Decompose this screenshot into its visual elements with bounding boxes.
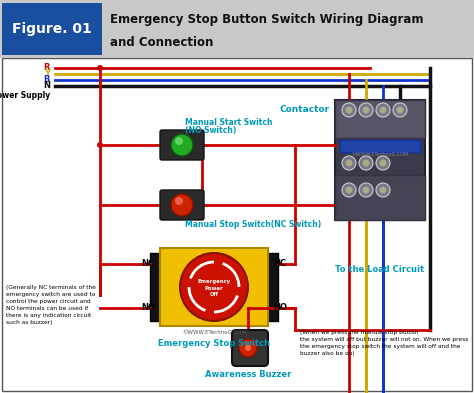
Circle shape xyxy=(376,156,390,170)
Circle shape xyxy=(175,137,183,145)
Circle shape xyxy=(363,187,370,193)
Text: ©WWW.ETechnoG.COM: ©WWW.ETechnoG.COM xyxy=(351,152,409,158)
Circle shape xyxy=(342,183,356,197)
Text: NO: NO xyxy=(141,303,155,312)
Bar xyxy=(335,100,425,220)
Circle shape xyxy=(346,187,353,193)
Circle shape xyxy=(171,134,193,156)
Bar xyxy=(340,140,420,152)
Circle shape xyxy=(393,103,407,117)
Text: Figure. 01: Figure. 01 xyxy=(12,22,92,36)
Circle shape xyxy=(376,103,390,117)
Circle shape xyxy=(380,160,386,167)
Text: Off: Off xyxy=(210,292,219,296)
Text: N: N xyxy=(43,81,50,90)
Text: Y: Y xyxy=(44,70,50,79)
Text: and Connection: and Connection xyxy=(110,35,213,48)
FancyBboxPatch shape xyxy=(160,190,204,220)
Circle shape xyxy=(359,156,373,170)
Circle shape xyxy=(245,345,251,351)
Text: Power: Power xyxy=(205,285,223,290)
Text: Emergency: Emergency xyxy=(198,279,230,285)
Text: B: B xyxy=(44,75,50,84)
Circle shape xyxy=(396,107,403,114)
Circle shape xyxy=(342,103,356,117)
Circle shape xyxy=(363,160,370,167)
Bar xyxy=(0,0,474,58)
Text: (Generally NC terminals of the
emergency switch are used to
control the power ci: (Generally NC terminals of the emergency… xyxy=(6,285,96,325)
Circle shape xyxy=(376,183,390,197)
Text: NC: NC xyxy=(141,259,155,268)
Circle shape xyxy=(359,183,373,197)
Text: Contactor: Contactor xyxy=(280,105,330,114)
Text: Manual Stop Switch(NC Switch): Manual Stop Switch(NC Switch) xyxy=(185,220,321,229)
Circle shape xyxy=(97,142,103,148)
Circle shape xyxy=(175,197,183,205)
Bar xyxy=(150,253,160,321)
Circle shape xyxy=(239,339,257,357)
Circle shape xyxy=(380,107,386,114)
Text: (NO Switch): (NO Switch) xyxy=(185,126,237,135)
Text: Manual Start Switch: Manual Start Switch xyxy=(185,118,273,127)
Text: ©WWW.ETechnoG.COM: ©WWW.ETechnoG.COM xyxy=(182,330,246,335)
Text: Emergency Stop Switch: Emergency Stop Switch xyxy=(158,339,270,348)
Text: Emergency Stop Button Switch Wiring Diagram: Emergency Stop Button Switch Wiring Diag… xyxy=(110,13,423,26)
Bar xyxy=(268,253,278,321)
Bar xyxy=(160,248,268,326)
Circle shape xyxy=(97,65,103,71)
FancyBboxPatch shape xyxy=(232,330,268,366)
Text: Power Supply: Power Supply xyxy=(0,92,50,101)
Text: NO: NO xyxy=(273,303,287,312)
Bar xyxy=(335,100,425,138)
Bar xyxy=(2,58,472,391)
Text: NC: NC xyxy=(273,259,287,268)
Circle shape xyxy=(359,103,373,117)
Text: Awareness Buzzer: Awareness Buzzer xyxy=(205,370,291,379)
Circle shape xyxy=(363,107,370,114)
Bar xyxy=(335,175,425,220)
Circle shape xyxy=(171,194,193,216)
Text: R: R xyxy=(44,64,50,72)
Circle shape xyxy=(346,107,353,114)
Circle shape xyxy=(342,156,356,170)
Text: To the Load Circuit: To the Load Circuit xyxy=(336,266,425,274)
Circle shape xyxy=(380,187,386,193)
Text: (When we press the manual stop button
the system will off but buzzer will not on: (When we press the manual stop button th… xyxy=(300,330,468,356)
Circle shape xyxy=(346,160,353,167)
Circle shape xyxy=(180,253,248,321)
FancyBboxPatch shape xyxy=(160,130,204,160)
Bar xyxy=(2,3,102,55)
